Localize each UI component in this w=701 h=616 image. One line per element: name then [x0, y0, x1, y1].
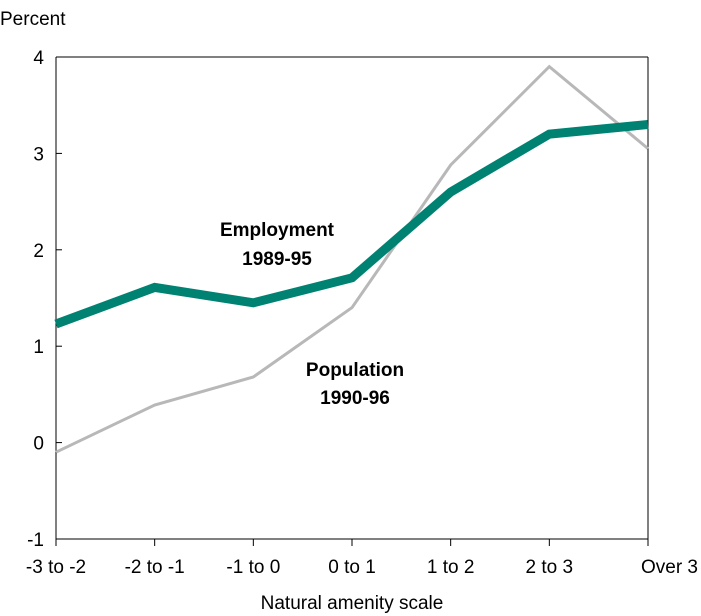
y-axis-ticks: -1 0 1 2 3 4 — [27, 48, 62, 551]
x-tick-label: -3 to -2 — [26, 557, 86, 578]
x-axis-title: Natural amenity scale — [261, 593, 444, 614]
x-tick-label: 1 to 2 — [427, 557, 475, 578]
y-tick-label: 1 — [33, 337, 44, 358]
population-series-label-period: 1990-96 — [320, 388, 390, 409]
x-tick-label: -1 to 0 — [226, 557, 280, 578]
x-tick-label: Over 3 — [641, 557, 698, 578]
y-tick-label: 2 — [33, 241, 44, 262]
y-tick-label: 4 — [33, 48, 44, 69]
employment-series-label-period: 1989-95 — [242, 249, 312, 270]
series-layer — [54, 64, 649, 454]
y-tick-label: 0 — [33, 434, 44, 455]
x-tick-label: 2 to 3 — [526, 557, 574, 578]
y-tick-label: 3 — [33, 144, 44, 165]
population-series-line — [55, 64, 649, 454]
x-tick-label: 0 to 1 — [328, 557, 376, 578]
y-axis-title: Percent — [0, 9, 66, 30]
population-series-label: Population — [306, 360, 404, 381]
employment-series-label: Employment — [220, 220, 335, 241]
x-axis-ticks: -3 to -2 -2 to -1 -1 to 0 0 to 1 1 to 2 2 to … — [26, 539, 698, 578]
x-tick-label: -2 to -1 — [125, 557, 185, 578]
employment-series-line — [54, 120, 649, 329]
y-tick-label: -1 — [27, 530, 44, 551]
